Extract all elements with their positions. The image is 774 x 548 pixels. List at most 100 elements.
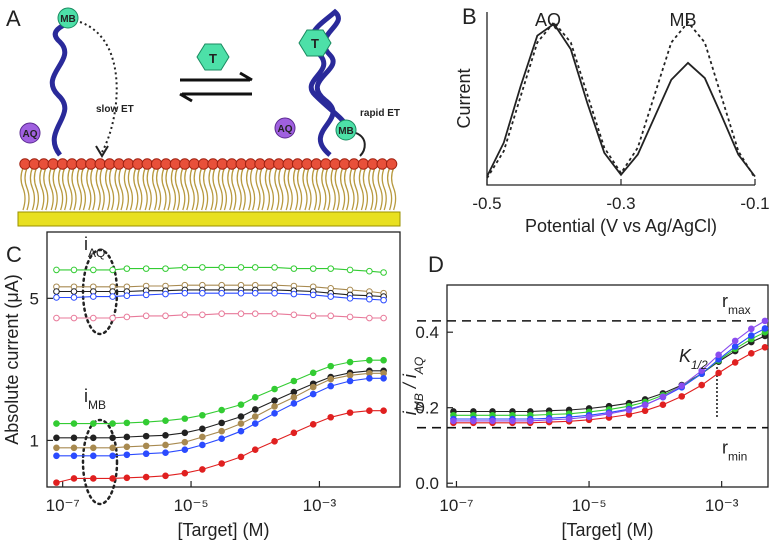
data-point <box>327 312 335 320</box>
series-line <box>486 20 756 179</box>
lipid-tail <box>283 167 289 211</box>
data-point <box>309 291 317 299</box>
lipid-tail <box>296 167 303 211</box>
lipid-tail <box>90 167 96 211</box>
lipid-tail <box>165 167 171 211</box>
data-point <box>162 265 169 272</box>
data-point <box>346 409 354 416</box>
reference-label: rmin <box>722 438 747 464</box>
lipid-tail <box>39 167 45 211</box>
data-point <box>251 420 259 427</box>
data-point <box>53 452 60 460</box>
data-point <box>748 325 755 333</box>
data-point <box>109 293 116 300</box>
lipid-tail <box>227 167 233 211</box>
x-tick-label: 10⁻⁷ <box>46 496 80 515</box>
data-point <box>290 265 298 272</box>
data-point <box>290 429 298 437</box>
lipid-tail <box>343 167 350 211</box>
annotation-part: i <box>84 234 88 254</box>
lipid-tail <box>362 167 369 211</box>
data-point <box>366 375 373 382</box>
lipid-tail <box>33 167 40 211</box>
data-point <box>70 288 78 295</box>
series-line <box>486 22 756 178</box>
lipid-tail <box>43 167 49 211</box>
x-tick-label: 10⁻⁷ <box>439 496 473 515</box>
substrate <box>17 211 401 227</box>
data-point <box>142 418 150 426</box>
forward-arrow <box>180 71 253 82</box>
lipid-tail <box>180 167 186 211</box>
lipid-tail <box>274 167 280 211</box>
x-tick-label: -0.5 <box>472 194 501 213</box>
lipid-head <box>56 158 69 170</box>
lipid-tail <box>390 167 397 211</box>
lipid-tail <box>127 167 134 211</box>
data-point <box>162 472 169 480</box>
lipid-tail <box>330 167 336 211</box>
panel-0: B -0.5 -0.3 -0.1 Potential (V vs Ag/AgCl) Cur… <box>454 4 770 236</box>
data-point <box>251 264 259 271</box>
data-point <box>70 434 78 442</box>
lipid-head <box>113 158 125 170</box>
lipid-tail <box>114 167 120 211</box>
data-point <box>346 266 354 274</box>
y-axis-label: Absolute current (μA) <box>2 274 22 444</box>
data-point <box>271 385 278 393</box>
data-point <box>251 406 259 413</box>
data-point <box>366 407 373 415</box>
lipid-head <box>282 158 294 170</box>
lipid-tail <box>108 167 115 211</box>
x-tick-label: 10⁻³ <box>705 496 739 515</box>
series-line <box>56 377 384 457</box>
data-point <box>181 289 189 297</box>
data-point <box>731 337 739 345</box>
annotation-part: i <box>84 386 88 406</box>
lipid-tail <box>161 167 167 211</box>
diagram-a: A MB AQ slow ET T T AQ MB rapid ET <box>6 6 401 227</box>
data-point <box>109 475 116 482</box>
lipid-head <box>291 158 304 170</box>
data-point <box>625 406 633 414</box>
data-point <box>380 296 387 304</box>
data-point <box>380 407 387 415</box>
lipid-tail <box>249 167 256 211</box>
k-half-label-part: K <box>679 346 692 366</box>
lipid-tail <box>339 167 346 211</box>
reference-label-part: max <box>728 303 751 317</box>
data-point <box>327 265 335 272</box>
lipid-tail <box>142 167 148 211</box>
data-point <box>109 434 116 442</box>
data-point <box>271 397 278 404</box>
data-point <box>309 390 317 398</box>
data-point <box>309 383 317 391</box>
lipid-tail <box>245 167 252 211</box>
annotation: iAQ <box>84 234 105 260</box>
data-point <box>142 265 150 272</box>
y-axis-label-part: i <box>400 410 420 415</box>
data-point <box>109 452 116 460</box>
data-point <box>290 311 298 319</box>
data-point <box>309 312 317 320</box>
data-point <box>53 266 60 274</box>
aq-tag <box>19 122 41 144</box>
lipid-tail <box>20 167 26 211</box>
y-axis-label-part: / i <box>400 373 420 393</box>
data-point <box>641 401 649 409</box>
data-point <box>346 313 354 321</box>
reference-label-part: r <box>722 291 728 311</box>
data-point <box>527 417 534 425</box>
reverse-arrow <box>179 92 252 103</box>
data-point <box>89 420 97 427</box>
data-point <box>327 293 335 300</box>
data-point <box>70 294 78 301</box>
panel-1: C 10⁻⁷ 10⁻⁵ 10⁻³ 1 5 [Target] (M) Absolute curr… <box>2 231 401 540</box>
lipid-tail <box>349 167 355 211</box>
data-point <box>181 469 189 477</box>
data-point <box>218 419 225 427</box>
data-point <box>218 406 225 414</box>
data-point <box>237 420 245 427</box>
lipid-tail <box>208 167 214 211</box>
data-point <box>70 475 78 482</box>
